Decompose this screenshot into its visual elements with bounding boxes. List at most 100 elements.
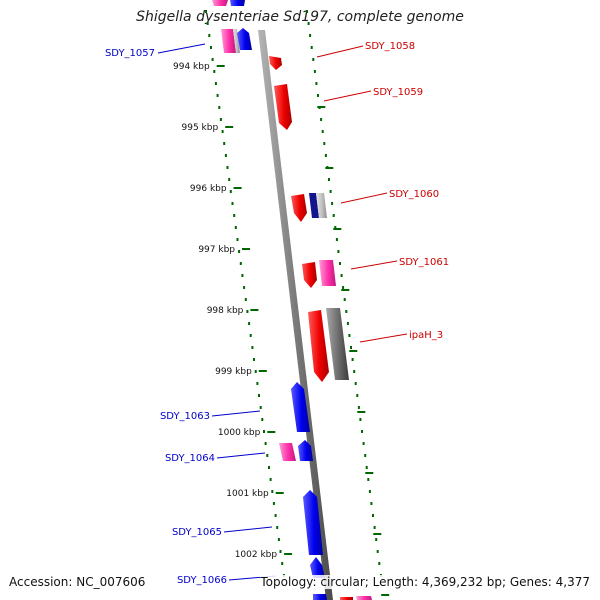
kbp-tick-right (333, 228, 342, 230)
gene-bottom-blue (313, 594, 327, 600)
kbp-tick-left (216, 65, 225, 67)
gene-label-sdy-1063: SDY_1063 (160, 411, 210, 422)
track-dot (340, 274, 343, 277)
track-dot (331, 202, 334, 205)
reverse-strand-genes (212, 0, 327, 600)
track-dot (361, 430, 363, 433)
gene-sdy-1060-red (291, 194, 307, 222)
track-dot (261, 418, 264, 421)
track-dot (229, 190, 232, 193)
kbp-tick-left (267, 431, 276, 433)
track-dot (206, 22, 209, 25)
kbp-label: 994 kbp (173, 62, 210, 72)
track-dot (307, 22, 310, 25)
kbp-tick-right (357, 411, 366, 413)
kbp-label: 995 kbp (182, 123, 219, 133)
kbp-label: 1002 kbp (235, 550, 278, 560)
track-dot (332, 214, 335, 217)
track-dot (256, 382, 259, 385)
track-dot (378, 562, 381, 565)
gene-label-ipah-3: ipaH_3 (409, 330, 443, 341)
accession-text: Accession: NC_007606 (9, 575, 146, 589)
track-dot (210, 46, 212, 49)
gene-label-sdy-1064: SDY_1064 (165, 453, 215, 464)
track-dot (315, 82, 318, 85)
label-line-sdy-1065 (223, 526, 273, 533)
track-dot (320, 118, 323, 121)
track-dot (219, 118, 222, 121)
track-dot (370, 502, 373, 505)
track-dot (348, 334, 351, 337)
gene-sdy-1059 (274, 84, 292, 130)
track-dot (334, 226, 337, 229)
gene-sdy-1057-blue (237, 28, 252, 50)
track-dot (249, 334, 252, 337)
forward-gene-labels: SDY_1058 SDY_1059 SDY_1060 SDY_1061 ipaH… (365, 41, 449, 341)
track-dot (244, 298, 247, 301)
forward-strand-genes (269, 56, 372, 600)
track-dot (276, 526, 279, 529)
track-dot (375, 538, 378, 541)
track-dot (243, 286, 246, 289)
kbp-label: 996 kbp (190, 184, 227, 194)
gene-sdy-1061-red (302, 262, 317, 288)
track-dot (356, 394, 359, 397)
kbp-tick-left (275, 492, 284, 494)
gene-sdy-1060-blue (309, 193, 319, 218)
kbp-tick-right (381, 594, 390, 596)
track-dot (211, 58, 214, 61)
gene-sdy-1065 (303, 490, 323, 555)
track-dot (264, 442, 267, 445)
track-dot (233, 214, 236, 217)
track-dot (258, 394, 260, 397)
track-dot (372, 514, 374, 517)
map-title: Shigella dysenteriae Sd197, complete gen… (136, 9, 464, 25)
track-dot (359, 418, 362, 421)
kbp-tick-left (233, 187, 242, 189)
track-dot (231, 202, 234, 205)
track-dot (310, 46, 313, 49)
track-dot (365, 466, 368, 469)
track-dot (239, 262, 242, 265)
gene-label-sdy-1061: SDY_1061 (399, 257, 449, 268)
genome-info-text: Topology: circular; Length: 4,369,232 bp… (260, 575, 590, 589)
track-dot (236, 238, 239, 241)
kbp-tick-right (349, 350, 358, 352)
kbp-label: 997 kbp (198, 245, 235, 255)
kbp-label: 1000 kbp (218, 428, 261, 438)
track-dot (226, 166, 229, 169)
kbp-tick-left (250, 309, 259, 311)
kbp-tick-left (225, 126, 234, 128)
track-dot (339, 262, 341, 265)
gene-sdy-1057-gray (233, 29, 240, 53)
kbp-tick-right (325, 167, 334, 169)
track-dot (281, 562, 284, 565)
track-dot (218, 106, 221, 109)
track-dot (335, 238, 338, 241)
track-dot (254, 370, 257, 373)
gene-sdy-1057-pink (221, 29, 236, 53)
gene-ipah-3-red (308, 310, 329, 382)
gene-sdy-1060-gray (316, 193, 327, 218)
track-dot (357, 406, 360, 409)
track-dot (306, 10, 308, 13)
track-dot (367, 478, 370, 481)
kbp-scale: 994 kbp 995 kbp 996 kbp 997 kbp 998 kbp 999 k… (173, 62, 390, 596)
track-dot (246, 310, 249, 313)
track-dot (274, 514, 277, 517)
inner-tick-track (124, 10, 205, 570)
gene-sdy-1064-blue (298, 440, 313, 461)
track-dot (224, 154, 227, 157)
gene-label-sdy-1060: SDY_1060 (389, 189, 439, 200)
kbp-tick-right (365, 472, 374, 474)
track-dot (213, 70, 216, 73)
track-dot (214, 82, 217, 85)
track-dot (324, 154, 327, 157)
track-dot (268, 466, 270, 469)
track-dot (277, 538, 280, 541)
gene-label-sdy-1058: SDY_1058 (365, 41, 415, 52)
track-dot (368, 490, 371, 493)
gene-ipah-3-gray (326, 308, 349, 380)
gene-label-sdy-1059: SDY_1059 (373, 87, 423, 98)
